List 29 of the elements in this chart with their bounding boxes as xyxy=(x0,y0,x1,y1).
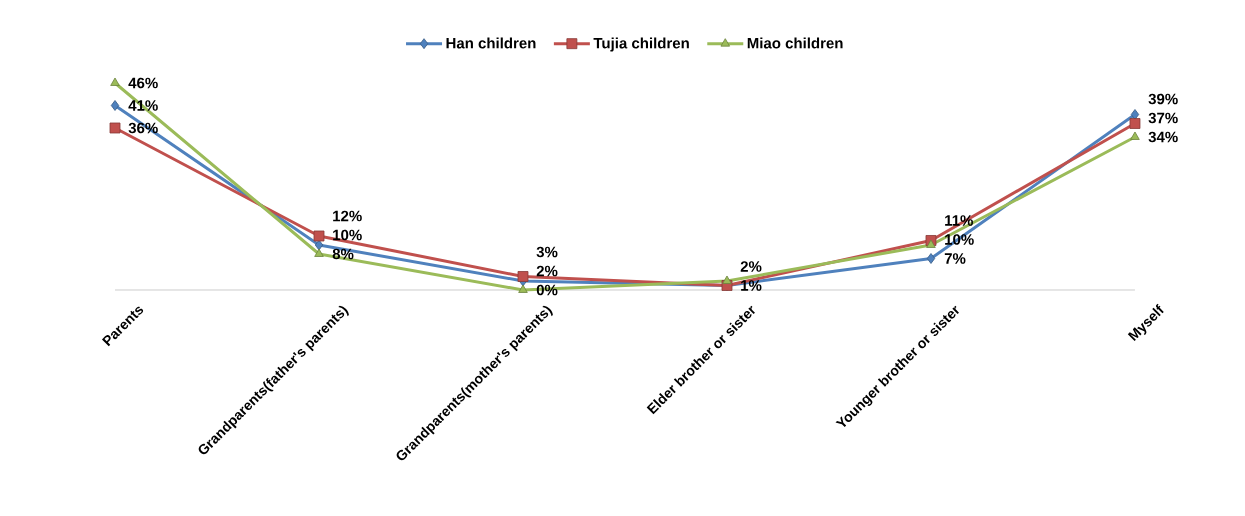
data-label: 7% xyxy=(944,253,966,264)
data-label: 1% xyxy=(741,280,762,291)
point xyxy=(722,275,732,284)
data-label: 39% xyxy=(1148,93,1178,105)
point xyxy=(313,230,325,242)
point xyxy=(926,239,936,248)
point xyxy=(517,271,529,282)
data-label: 46% xyxy=(128,77,158,89)
point xyxy=(518,284,528,293)
point xyxy=(926,253,936,264)
point xyxy=(110,77,120,86)
point xyxy=(1129,118,1141,129)
point xyxy=(110,100,120,111)
point xyxy=(1130,109,1140,120)
data-label: 2% xyxy=(536,265,558,277)
legend-label: Miao children xyxy=(747,37,843,49)
point xyxy=(314,248,324,257)
data-label: 3% xyxy=(536,246,558,258)
data-label: 34% xyxy=(1148,131,1178,143)
point xyxy=(109,122,121,134)
legend-label: Tujia children xyxy=(593,37,689,52)
data-label: 12% xyxy=(333,210,362,222)
data-label: 10% xyxy=(333,229,362,241)
legend-label: Han children xyxy=(446,37,536,49)
data-label: 8% xyxy=(332,248,354,260)
data-label: 0% xyxy=(536,284,558,296)
data-label: 37% xyxy=(1148,112,1178,124)
data-label: 2% xyxy=(740,261,762,272)
point xyxy=(1130,131,1140,140)
